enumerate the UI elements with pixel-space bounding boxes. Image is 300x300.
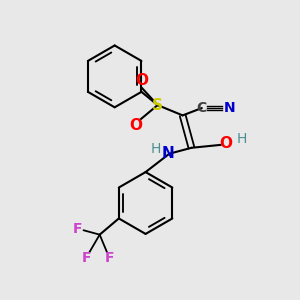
- Text: N: N: [162, 146, 174, 161]
- Text: O: O: [129, 118, 142, 133]
- Text: S: S: [152, 98, 163, 112]
- Text: F: F: [73, 222, 82, 236]
- Text: H: H: [151, 142, 161, 156]
- Text: N: N: [224, 101, 236, 115]
- Text: F: F: [82, 251, 91, 265]
- Text: F: F: [105, 251, 115, 265]
- Text: O: O: [135, 73, 148, 88]
- Text: O: O: [219, 136, 232, 151]
- Text: H: H: [236, 132, 247, 146]
- Text: C: C: [197, 101, 207, 115]
